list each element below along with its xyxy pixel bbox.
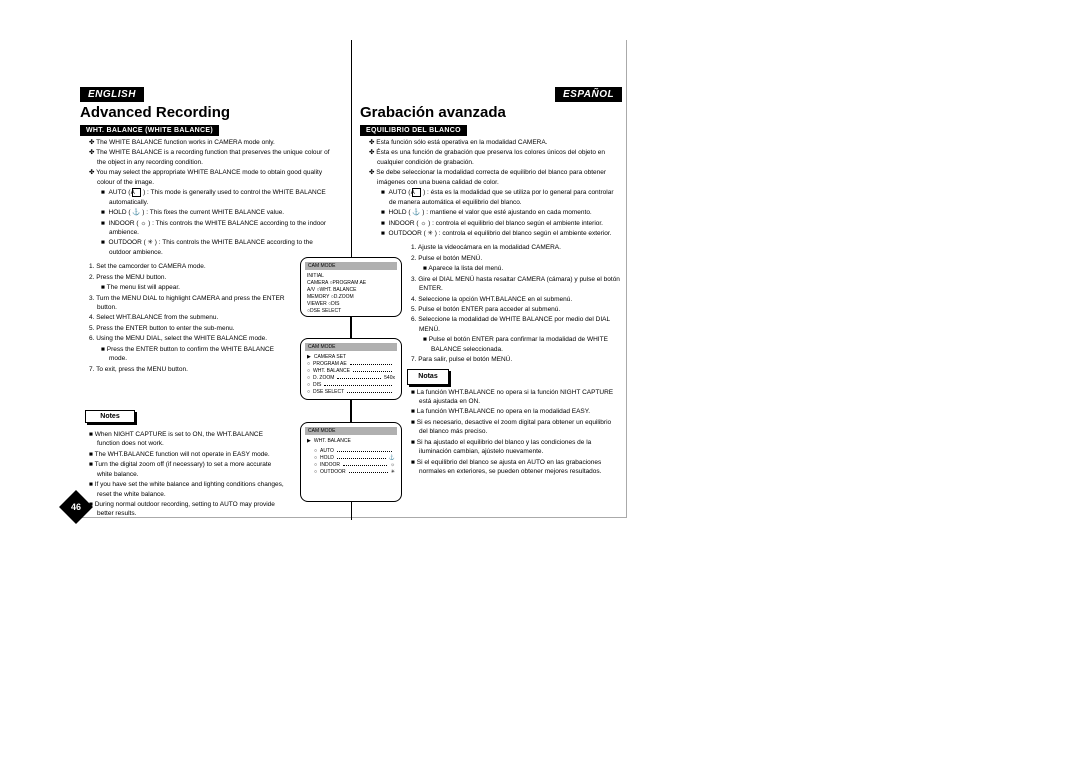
lcd-panel-2: CAM MODE ▶CAMERA SET ○PROGRAM AE ○WHT. B… bbox=[300, 338, 402, 400]
lcd-sub: ▶CAMERA SET bbox=[301, 353, 401, 360]
bullet: ✤ Se debe seleccionar la modalidad corre… bbox=[365, 168, 620, 187]
step: 2. Pulse el botón MENÚ. bbox=[407, 254, 620, 263]
lcd-row: ○AUTO bbox=[301, 447, 401, 454]
lcd-row: A/V ○WHT. BALANCE bbox=[301, 286, 401, 293]
lcd-row: ○DSE SELECT bbox=[301, 307, 401, 314]
bullets-left: ✤ The WHITE BALANCE function works in CA… bbox=[85, 138, 330, 257]
step: 1. Ajuste la videocámara en la modalidad… bbox=[407, 243, 620, 252]
note: ■ When NIGHT CAPTURE is set to ON, the W… bbox=[85, 430, 285, 449]
bullet: ■ AUTO ( A ) : This mode is generally us… bbox=[85, 188, 330, 207]
lcd-row: INITIAL bbox=[301, 272, 401, 279]
lcd-header: CAM MODE bbox=[305, 427, 397, 435]
notes-right: ■ La función WHT.BALANCE no opera si la … bbox=[365, 388, 620, 477]
indoor-icon: ☼ bbox=[420, 220, 426, 227]
lang-tag-english: ENGLISH bbox=[80, 87, 144, 102]
note: ■ The WHT.BALANCE function will not oper… bbox=[85, 450, 285, 459]
step: ■ The menu list will appear. bbox=[85, 283, 285, 292]
step: ■ Press the ENTER button to confirm the … bbox=[85, 345, 285, 364]
step: ■ Pulse el botón ENTER para confirmar la… bbox=[407, 335, 620, 354]
bullet: ✤ The WHITE BALANCE function works in CA… bbox=[85, 138, 330, 147]
bullet: ✤ You may select the appropriate WHITE B… bbox=[85, 168, 330, 187]
bullet: ■ OUTDOOR ( ✳ ) : controla el equilibrio… bbox=[365, 229, 620, 238]
hold-icon: ⚓ bbox=[412, 209, 420, 216]
note: ■ La función WHT.BALANCE no opera en la … bbox=[407, 407, 620, 416]
outdoor-icon: ✳ bbox=[148, 239, 153, 246]
lcd-connector bbox=[350, 400, 351, 422]
note: ■ If you have set the white balance and … bbox=[85, 480, 285, 499]
bullet: ✤ Esta función sólo está operativa en la… bbox=[365, 138, 620, 147]
subtitle-right: EQUILIBRIO DEL BLANCO bbox=[360, 125, 467, 136]
lcd-row: ○OUTDOOR✳ bbox=[301, 468, 401, 475]
step: ■ Aparece la lista del menú. bbox=[407, 264, 620, 273]
note: ■ Turn the digital zoom off (if necessar… bbox=[85, 460, 285, 479]
bullet: ■ HOLD ( ⚓ ) : This fixes the current WH… bbox=[85, 208, 330, 217]
notes-label-right: Notas bbox=[407, 369, 449, 385]
lcd-row: ○DIS bbox=[301, 381, 401, 388]
lcd-header: CAM MODE bbox=[305, 343, 397, 351]
body-right: ✤ Esta función sólo está operativa en la… bbox=[365, 138, 620, 477]
bullet: ■ AUTO ( A ) : ésta es la modalidad que … bbox=[365, 188, 620, 207]
steps-left: 1. Set the camcorder to CAMERA mode. 2. … bbox=[85, 262, 285, 374]
lcd-row: ○WHT. BALANCE bbox=[301, 367, 401, 374]
step: 7. To exit, press the MENU button. bbox=[85, 365, 285, 374]
bullet: ■ HOLD ( ⚓ ) : mantiene el valor que est… bbox=[365, 208, 620, 217]
subtitle-left: WHT. BALANCE (WHITE BALANCE) bbox=[80, 125, 219, 136]
lcd-row: VIEWER ○DIS bbox=[301, 300, 401, 307]
auto-icon: A bbox=[132, 188, 141, 197]
auto-icon: A bbox=[412, 188, 421, 197]
step: 6. Seleccione la modalidad de WHITE BALA… bbox=[407, 315, 620, 334]
steps-right: 1. Ajuste la videocámara en la modalidad… bbox=[365, 243, 620, 364]
note: ■ Si ha ajustado el equilibrio del blanc… bbox=[407, 438, 620, 457]
step: 5. Pulse el botón ENTER para acceder al … bbox=[407, 305, 620, 314]
bullet: ■ INDOOR ( ☼ ) : This controls the WHITE… bbox=[85, 219, 330, 238]
step: 4. Seleccione la opción WHT.BALANCE en e… bbox=[407, 295, 620, 304]
step: 2. Press the MENU button. bbox=[85, 273, 285, 282]
lcd-panel-1: CAM MODE INITIAL CAMERA ○PROGRAM AE A/V … bbox=[300, 257, 402, 317]
bullet: ✤ Ésta es una función de grabación que p… bbox=[365, 148, 620, 167]
step: 3. Gire el DIAL MENÚ hasta resaltar CAME… bbox=[407, 275, 620, 294]
lcd-row: MEMORY ○D.ZOOM bbox=[301, 293, 401, 300]
outdoor-icon: ✳ bbox=[428, 230, 433, 237]
note: ■ Si es necesario, desactive el zoom dig… bbox=[407, 418, 620, 437]
step: 5. Press the ENTER button to enter the s… bbox=[85, 324, 285, 333]
body-left: ✤ The WHITE BALANCE function works in CA… bbox=[85, 138, 330, 375]
indoor-icon: ☼ bbox=[140, 220, 146, 227]
notes-left: ■ When NIGHT CAPTURE is set to ON, the W… bbox=[85, 430, 285, 520]
lcd-panel-3: CAM MODE ▶WHT. BALANCE ○AUTO ○HOLD⚓ ○IND… bbox=[300, 422, 402, 502]
step: 1. Set the camcorder to CAMERA mode. bbox=[85, 262, 285, 271]
hold-icon: ⚓ bbox=[132, 209, 140, 216]
note: ■ La función WHT.BALANCE no opera si la … bbox=[407, 388, 620, 407]
lcd-row: CAMERA ○PROGRAM AE bbox=[301, 279, 401, 286]
bullet: ■ INDOOR ( ☼ ) : controla el equilibrio … bbox=[365, 219, 620, 228]
note: ■ During normal outdoor recording, setti… bbox=[85, 500, 285, 519]
bullet: ✤ The WHITE BALANCE is a recording funct… bbox=[85, 148, 330, 167]
step: 7. Para salir, pulse el botón MENÚ. bbox=[407, 355, 620, 364]
lcd-row: ○PROGRAM AE bbox=[301, 360, 401, 367]
notes-label-left: Notes bbox=[85, 410, 135, 423]
lcd-connector bbox=[350, 317, 351, 338]
title-left: Advanced Recording bbox=[80, 104, 230, 121]
page-number-badge: 46 bbox=[59, 490, 93, 524]
page-number: 46 bbox=[64, 495, 88, 519]
lcd-row: ○D. ZOOM540x bbox=[301, 374, 401, 381]
note: ■ Si el equilibrio del blanco se ajusta … bbox=[407, 458, 620, 477]
step: 3. Turn the MENU DIAL to highlight CAMER… bbox=[85, 294, 285, 313]
step: 4. Select WHT.BALANCE from the submenu. bbox=[85, 313, 285, 322]
lcd-header: CAM MODE bbox=[305, 262, 397, 270]
lcd-row: ○INDOOR☼ bbox=[301, 461, 401, 468]
lang-tag-spanish: ESPAÑOL bbox=[555, 87, 622, 102]
lcd-row: ○DSE SELECT bbox=[301, 388, 401, 395]
lcd-sub: ▶WHT. BALANCE bbox=[301, 437, 401, 444]
bullet: ■ OUTDOOR ( ✳ ) : This controls the WHIT… bbox=[85, 238, 330, 257]
title-right: Grabación avanzada bbox=[360, 104, 506, 121]
lcd-row: ○HOLD⚓ bbox=[301, 454, 401, 461]
step: 6. Using the MENU DIAL, select the WHITE… bbox=[85, 334, 285, 343]
